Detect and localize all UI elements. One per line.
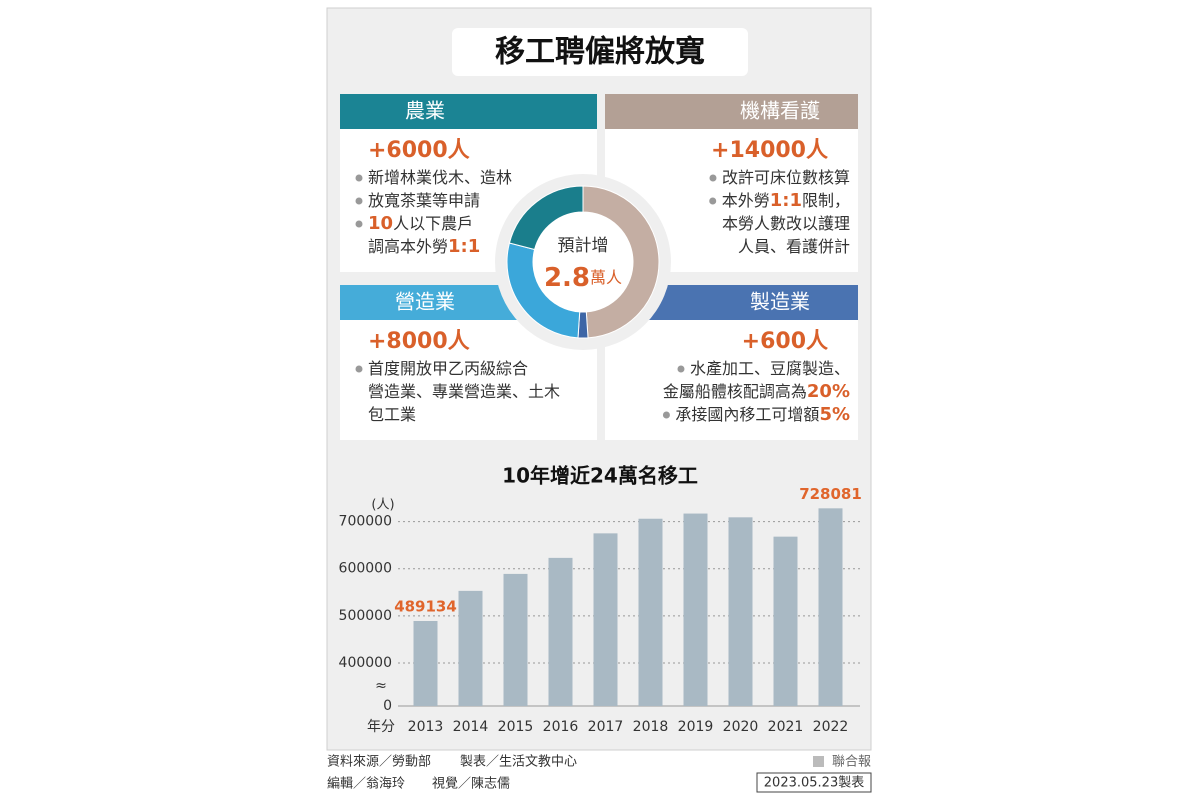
- footer-date: 2023.05.23製表: [764, 776, 864, 791]
- sector-name: 農業: [405, 99, 445, 123]
- bullet-dot: [355, 220, 363, 228]
- line-text: 包工業: [368, 405, 416, 424]
- line-text: 本外勞: [722, 191, 770, 210]
- bar: [548, 557, 573, 706]
- y-tick-label: 600000: [339, 561, 392, 577]
- bullet-line: 新增林業伐木、造林: [368, 168, 512, 187]
- line-text: 限制，: [802, 191, 850, 210]
- bar: [773, 536, 798, 706]
- bullet-dot: [677, 365, 685, 373]
- y-tick-label: 400000: [339, 655, 392, 671]
- line-text: 放寬茶葉等申請: [368, 191, 480, 210]
- bullet-dot: [709, 174, 717, 182]
- line-text: 首度開放甲乙丙級綜合: [368, 359, 528, 378]
- bullet-line: 本勞人數改以護理: [722, 214, 850, 233]
- x-tick-label: 2018: [633, 719, 669, 735]
- footer-source: 資料來源／勞動部: [327, 755, 431, 770]
- sector-value: +6000人: [368, 138, 470, 163]
- title: 移工聘僱將放寬: [495, 35, 705, 70]
- donut-center-value: 2.8: [544, 263, 590, 293]
- bar: [413, 620, 438, 706]
- x-tick-label: 2022: [813, 719, 849, 735]
- value-label: 489134: [394, 597, 457, 615]
- line-text: 本勞人數改以護理: [722, 214, 850, 233]
- x-tick-label: 2015: [498, 719, 534, 735]
- donut-hole: [533, 212, 633, 312]
- bullet-line: 營造業、專業營造業、土木: [368, 382, 560, 401]
- bullet-line: 金屬船體核配調高為20%: [663, 381, 850, 402]
- bullet-line: 首度開放甲乙丙級綜合: [368, 359, 528, 378]
- bullet-dot: [662, 411, 670, 419]
- x-tick-label: 2020: [723, 719, 759, 735]
- chart-title: 10年增近24萬名移工: [502, 464, 698, 488]
- bar: [638, 518, 663, 706]
- donut-center-unit: 萬人: [590, 268, 622, 287]
- bar: [683, 513, 708, 706]
- publisher-icon: [813, 756, 824, 767]
- donut-center: 2.8萬人: [544, 263, 622, 293]
- y-tick-label: 0: [383, 698, 392, 714]
- line-text: 營造業、專業營造業、土木: [368, 382, 560, 401]
- sector-value: +14000人: [711, 138, 828, 163]
- highlight-text: 20%: [807, 381, 850, 402]
- sector-name: 機構看護: [740, 99, 820, 123]
- bar: [728, 517, 753, 706]
- x-tick-label: 2016: [543, 719, 579, 735]
- highlight-text: 5%: [819, 404, 850, 425]
- bullet-dot: [355, 197, 363, 205]
- bullet-line: 改許可床位數核算: [722, 168, 850, 187]
- bullet-dot: [355, 365, 363, 373]
- footer-made-by: 製表／生活文教中心: [460, 754, 577, 770]
- footer-editor: 編輯／翁海玲: [327, 776, 405, 792]
- x-tick-label: 2019: [678, 719, 714, 735]
- bullet-line: 水產加工、豆腐製造、: [690, 359, 850, 378]
- y-tick-label: 500000: [339, 608, 392, 624]
- line-text: 金屬船體核配調高為: [663, 382, 807, 401]
- sector-header: [340, 94, 597, 129]
- x-tick-label: 2021: [768, 719, 804, 735]
- y-unit: (人): [371, 498, 394, 513]
- line-text: 人員、看護併計: [738, 237, 850, 256]
- bullet-dot: [709, 197, 717, 205]
- highlight-text: 1:1: [770, 190, 802, 211]
- x-axis-label: 年分: [367, 719, 395, 735]
- bullet-dot: [355, 174, 363, 182]
- sector-name: 製造業: [750, 290, 810, 314]
- line-text: 改許可床位數核算: [722, 168, 850, 187]
- x-tick-label: 2014: [453, 719, 489, 735]
- x-tick-label: 2013: [408, 719, 444, 735]
- axis-break: ≈: [375, 678, 387, 694]
- sector-name: 營造業: [395, 290, 455, 314]
- bullet-line: 10人以下農戶: [368, 213, 473, 234]
- line-text: 新增林業伐木、造林: [368, 168, 512, 187]
- bullet-line: 承接國內移工可增額5%: [675, 404, 850, 425]
- value-label: 728081: [799, 485, 862, 503]
- bar: [818, 508, 843, 706]
- title-box: [452, 28, 748, 76]
- bullet-line: 包工業: [368, 405, 416, 424]
- highlight-text: 10: [368, 213, 393, 234]
- donut-center-label: 預計增: [558, 236, 609, 256]
- x-tick-label: 2017: [588, 719, 624, 735]
- line-text: 承接國內移工可增額: [675, 405, 819, 424]
- sector-header: [605, 94, 858, 129]
- line-text: 水產加工、豆腐製造、: [690, 359, 850, 378]
- date-box: [756, 772, 872, 793]
- bullet-line: 本外勞1:1限制，: [722, 190, 850, 211]
- line-text: 人以下農戶: [393, 214, 473, 233]
- y-tick-label: 700000: [339, 514, 392, 530]
- highlight-text: 1:1: [448, 236, 480, 257]
- sector-value: +600人: [742, 329, 828, 354]
- line-text: 調高本外勞: [368, 237, 448, 256]
- bar: [593, 533, 618, 706]
- bar: [458, 590, 483, 706]
- bullet-line: 調高本外勞1:1: [368, 236, 480, 257]
- footer-visual: 視覺／陳志儒: [432, 777, 510, 792]
- footer-publisher: 聯合報: [832, 755, 871, 770]
- bar: [503, 573, 528, 706]
- bullet-line: 人員、看護併計: [738, 237, 850, 256]
- bullet-line: 放寬茶葉等申請: [368, 191, 480, 210]
- sector-value: +8000人: [368, 329, 470, 354]
